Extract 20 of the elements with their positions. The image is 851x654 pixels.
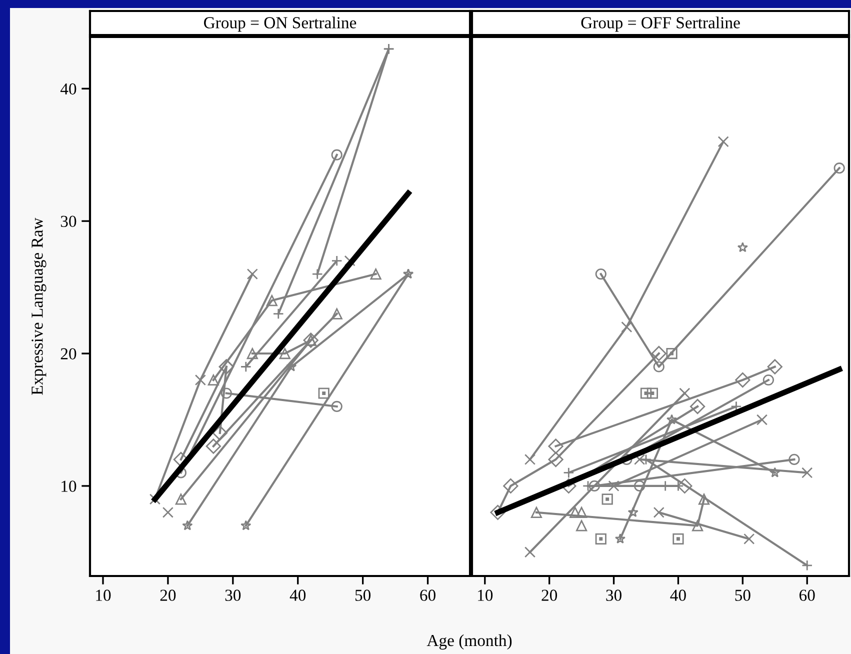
chart-title: Group = ON Sertraline	[204, 16, 356, 32]
x-tick-label: 50	[735, 590, 750, 601]
y-axis-title: Expressive Language Raw	[32, 218, 46, 395]
y-tick-label: 40	[60, 83, 76, 95]
y-tick-label: 30	[60, 216, 76, 228]
x-tick-label: 10	[96, 590, 111, 601]
x-tick-label: 40	[670, 590, 686, 601]
x-tick-label: 60	[799, 590, 815, 601]
x-tick-label: 30	[606, 590, 622, 601]
y-tick-label: 20	[60, 348, 76, 360]
x-axis-title: Age (month)	[426, 634, 512, 650]
y-tick-label: 10	[62, 480, 76, 492]
x-tick-label: 60	[420, 590, 436, 601]
x-tick-label: 20	[160, 590, 176, 601]
x-tick-label: 30	[225, 590, 241, 601]
x-tick-label: 10	[478, 590, 493, 601]
x-tick-label: 20	[542, 590, 558, 601]
x-tick-label: 40	[290, 590, 306, 601]
chart-title: Group = OFF Sertraline	[581, 16, 740, 32]
x-tick-label: 50	[355, 590, 371, 601]
